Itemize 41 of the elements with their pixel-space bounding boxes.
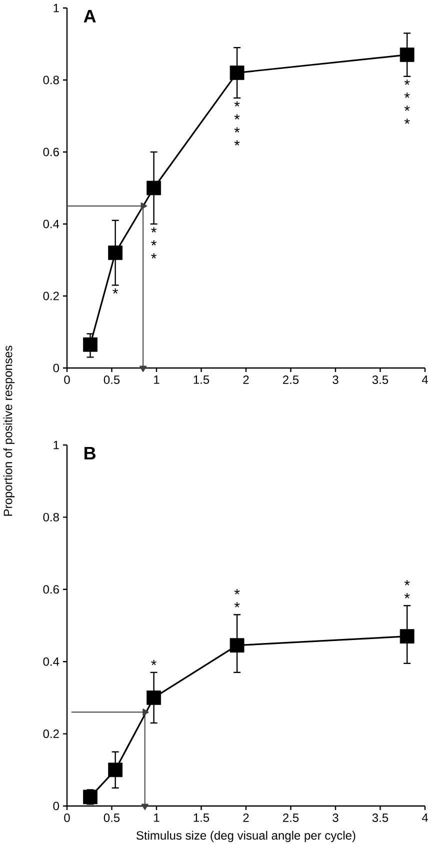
x-tick-label: 0.5 — [104, 814, 120, 822]
y-tick-label: 1 — [54, 4, 59, 12]
y-tick-label: 0.2 — [43, 730, 59, 738]
x-axis-title: Stimulus size (deg visual angle per cycle) — [136, 830, 356, 842]
y-tick-label: 0.4 — [43, 220, 60, 228]
y-tick-label: 0 — [53, 802, 60, 810]
x-tick-label: 2.5 — [283, 814, 299, 822]
annotation: * — [112, 288, 118, 294]
annotation: * * * — [151, 227, 156, 258]
annotation: * * — [234, 589, 240, 608]
y-tick-label: 0 — [53, 364, 60, 372]
annotation: * * — [404, 580, 410, 598]
y-tick-label: 0.6 — [43, 585, 59, 594]
x-tick-label: 0 — [64, 376, 70, 384]
y-axis-title: Proportion of positive responses — [3, 346, 15, 516]
x-tick-label: 2 — [243, 376, 249, 384]
x-tick-label: 0.5 — [104, 376, 120, 384]
y-tick-label: 0.2 — [43, 292, 59, 300]
x-tick-label: 3.5 — [372, 814, 388, 822]
x-tick-label: 3 — [332, 376, 338, 384]
x-tick-label: 1.5 — [194, 814, 210, 822]
x-tick-label: 3 — [332, 814, 338, 822]
y-tick-label: 0.8 — [43, 512, 59, 522]
y-tick-label: 0.4 — [43, 657, 60, 666]
x-tick-label: 2 — [243, 814, 249, 822]
chart-title: A — [84, 10, 96, 22]
x-tick-label: 3.5 — [372, 376, 388, 384]
annotation: * — [151, 660, 156, 666]
chart-title: B — [84, 446, 96, 460]
x-tick-label: 2.5 — [283, 376, 299, 384]
y-tick-label: 1 — [54, 440, 59, 450]
annotation: * * * * — [404, 80, 410, 124]
y-tick-label: 0.8 — [43, 76, 59, 84]
x-tick-label: 4 — [422, 376, 428, 384]
x-tick-label: 4 — [422, 814, 428, 822]
x-tick-label: 0 — [64, 814, 70, 822]
annotation: * * * * — [234, 101, 240, 146]
x-tick-label: 1.5 — [194, 376, 210, 384]
x-tick-label: 1 — [154, 814, 160, 822]
x-tick-label: 1 — [154, 376, 160, 384]
y-tick-label: 0.6 — [43, 148, 59, 156]
